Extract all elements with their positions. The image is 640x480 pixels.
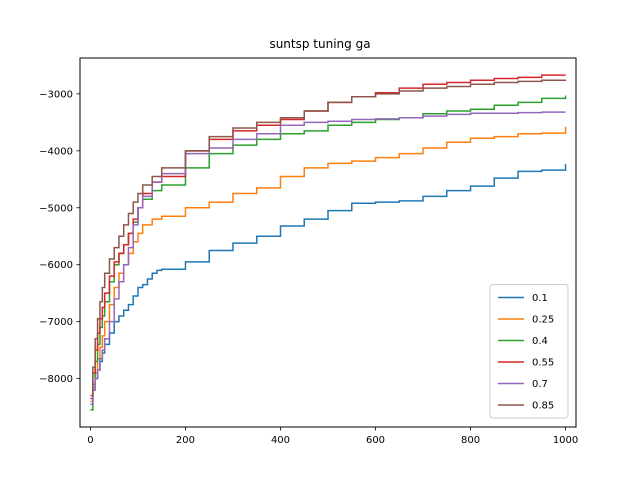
x-tick-label: 600 (366, 435, 385, 446)
x-tick-label: 400 (271, 435, 290, 446)
legend-label-2: 0.4 (532, 336, 548, 347)
legend-label-0: 0.1 (532, 293, 548, 304)
x-tick-label: 0 (87, 435, 93, 446)
series-layer (90, 74, 567, 411)
x-tick-label: 200 (176, 435, 195, 446)
x-tick-label: 800 (461, 435, 480, 446)
series-line-1 (90, 126, 567, 403)
legend-label-5: 0.85 (532, 401, 554, 412)
y-tick-label: −4000 (39, 146, 73, 157)
legend-label-4: 0.7 (532, 379, 548, 390)
y-tick-label: −5000 (39, 203, 73, 214)
series-line-3 (90, 74, 566, 400)
legend: 0.1 0.25 0.4 0.55 0.7 0.85 (489, 284, 569, 419)
legend-label-3: 0.55 (532, 358, 554, 369)
plot-frame (79, 57, 577, 428)
y-axis: −8000 −7000 −6000 −5000 −4000 −3000 (39, 89, 80, 385)
legend-box (489, 284, 569, 419)
x-tick-label: 1000 (553, 435, 578, 446)
chart-title: suntsp tuning ga (269, 37, 370, 51)
series-line-5 (90, 79, 567, 397)
y-tick-label: −7000 (39, 317, 73, 328)
y-tick-label: −6000 (39, 260, 73, 271)
y-tick-label: −3000 (39, 89, 73, 100)
x-axis: 0 200 400 600 800 1000 (87, 427, 578, 446)
legend-label-1: 0.25 (532, 315, 554, 326)
y-tick-label: −8000 (39, 374, 73, 385)
